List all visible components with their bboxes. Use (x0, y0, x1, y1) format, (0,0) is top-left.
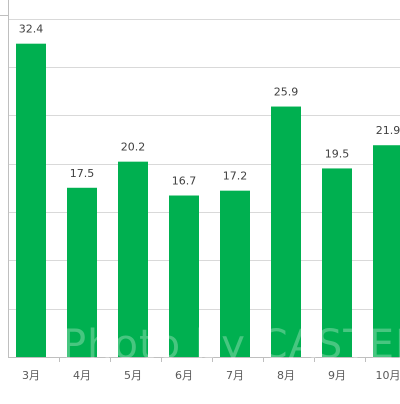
category-label: 9月 (328, 369, 346, 382)
category-label: 4月 (73, 369, 91, 382)
bar (322, 168, 352, 357)
data-label: 17.5 (70, 167, 95, 180)
category-label: 8月 (277, 369, 295, 382)
bar (169, 196, 199, 357)
category-label: 6月 (175, 369, 193, 382)
bar (373, 145, 400, 357)
bar (67, 188, 97, 357)
bar (118, 162, 148, 357)
data-label: 25.9 (274, 86, 299, 99)
category-label: 5月 (124, 369, 142, 382)
category-label: 7月 (226, 369, 244, 382)
data-label: 17.2 (223, 170, 248, 183)
data-label: 20.2 (121, 141, 146, 154)
bar (16, 44, 46, 357)
data-label: 16.7 (172, 175, 197, 188)
bar (271, 107, 301, 357)
data-label: 19.5 (325, 147, 350, 160)
category-label: 10月 (376, 369, 400, 382)
data-label: 32.4 (19, 23, 44, 36)
category-label: 3月 (22, 369, 40, 382)
bar (220, 191, 250, 357)
data-label: 21.9 (376, 124, 400, 137)
